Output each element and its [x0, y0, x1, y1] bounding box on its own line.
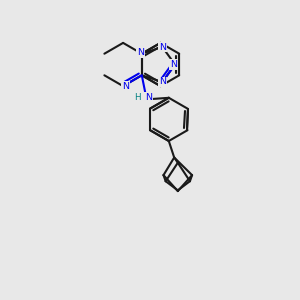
Text: N: N — [137, 48, 144, 57]
Text: N: N — [170, 60, 177, 69]
Text: N: N — [159, 43, 166, 52]
Text: N: N — [159, 77, 166, 86]
Text: H: H — [135, 93, 141, 102]
Text: N: N — [145, 93, 152, 102]
Text: N: N — [122, 82, 129, 91]
